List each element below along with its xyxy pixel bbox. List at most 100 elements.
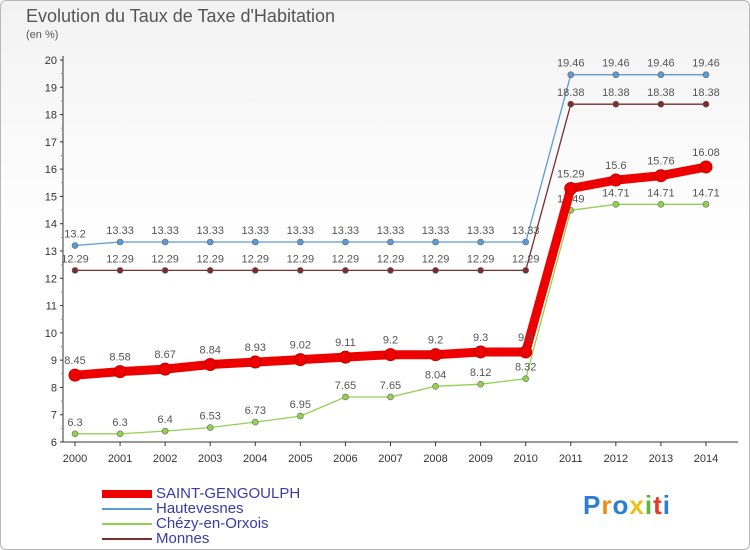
data-point (251, 418, 259, 426)
data-point (564, 182, 578, 196)
data-label: 16.08 (692, 147, 720, 159)
data-point (293, 353, 307, 367)
data-point (657, 201, 665, 208)
data-point (116, 430, 124, 438)
y-tick-label: 9 (51, 355, 57, 367)
data-label: 14.71 (647, 187, 675, 199)
data-label: 13.33 (287, 225, 315, 237)
legend-item-saint-gengoulph: SAINT-GENGOULPH (102, 486, 300, 501)
data-label: 13.33 (467, 225, 495, 237)
data-label: 19.46 (557, 58, 585, 70)
y-tick-label: 18 (45, 110, 57, 122)
y-tick-label: 8 (51, 382, 57, 394)
x-tick-label: 2000 (63, 453, 87, 465)
legend-swatch-saint-gengoulph (102, 489, 152, 498)
data-label: 12.29 (242, 253, 270, 265)
data-point (297, 238, 304, 246)
y-tick-label: 10 (45, 328, 57, 340)
legend-label-chezy-en-orxois: Chézy-en-Orxois (156, 515, 269, 532)
data-point (342, 393, 349, 401)
data-label: 12.29 (61, 253, 89, 265)
legend-item-hautevesnes: Hautevesnes (102, 501, 244, 516)
data-point (477, 267, 484, 274)
data-point (251, 267, 259, 274)
data-label: 8.45 (64, 355, 85, 367)
data-point (612, 71, 620, 79)
data-label: 8.93 (245, 342, 266, 354)
data-point (654, 169, 668, 183)
data-point (432, 267, 439, 274)
x-tick-label: 2013 (649, 453, 673, 465)
data-label: 8.67 (154, 349, 175, 361)
data-label: 9.02 (290, 340, 311, 352)
data-label: 15.29 (557, 169, 585, 181)
data-point (519, 345, 533, 359)
data-point (206, 424, 214, 431)
data-label: 9.11 (335, 337, 356, 349)
data-label: 9.3 (518, 332, 533, 344)
data-label: 12.29 (422, 253, 450, 265)
data-point (567, 100, 575, 108)
logo-letter: i (662, 490, 671, 520)
data-label: 9.2 (428, 335, 443, 347)
data-point (432, 383, 439, 390)
data-label: 19.46 (647, 58, 675, 70)
data-label: 13.33 (332, 225, 360, 237)
logo-letter: i (644, 490, 654, 520)
data-point (161, 427, 169, 435)
data-label: 13.33 (242, 225, 270, 237)
data-label: 6.3 (112, 417, 127, 429)
data-point (429, 348, 443, 362)
data-label: 18.38 (557, 87, 585, 99)
data-point (68, 368, 82, 382)
logo-letter: P (583, 490, 602, 520)
logo-letter: r (601, 490, 613, 520)
data-label: 15.76 (647, 156, 675, 168)
x-tick-label: 2012 (604, 453, 628, 465)
chart-title: Evolution du Taux de Taxe d'Habitation (26, 6, 335, 26)
logo-letter: o (612, 490, 630, 520)
x-tick-label: 2010 (513, 453, 537, 465)
data-label: 12.29 (512, 253, 540, 265)
data-label: 19.46 (602, 58, 630, 70)
data-point (657, 71, 665, 79)
data-point (432, 238, 439, 246)
data-label: 12.29 (287, 253, 315, 265)
data-label: 6.4 (157, 414, 172, 426)
legend-swatch-monnes (102, 537, 152, 540)
data-point (699, 160, 713, 174)
data-point (158, 362, 172, 376)
data-point (383, 348, 397, 362)
logo-letter: x (629, 490, 645, 520)
data-label: 18.38 (647, 87, 675, 99)
y-tick-label: 12 (45, 273, 57, 285)
data-point (251, 238, 259, 246)
data-label: 9.2 (383, 335, 398, 347)
data-label: 18.38 (692, 87, 720, 99)
data-label: 8.84 (199, 345, 220, 357)
y-tick-label: 13 (45, 246, 57, 258)
data-point (567, 71, 575, 79)
data-point (612, 100, 620, 108)
data-label: 12.29 (106, 253, 134, 265)
data-point (116, 238, 124, 246)
data-label: 13.2 (64, 229, 85, 241)
y-tick-label: 11 (46, 301, 57, 313)
y-tick-label: 19 (45, 82, 57, 94)
x-tick-label: 2003 (198, 453, 222, 465)
legend-item-monnes: Monnes (102, 531, 209, 546)
data-point (477, 238, 484, 246)
x-tick-label: 2009 (468, 453, 492, 465)
data-point (474, 345, 488, 359)
data-point (161, 267, 169, 274)
data-label: 12.29 (196, 253, 224, 265)
data-point (702, 71, 710, 79)
data-label: 6.95 (290, 399, 311, 411)
x-tick-label: 2008 (423, 453, 447, 465)
data-label: 18.38 (602, 87, 630, 99)
data-label: 9.3 (473, 332, 488, 344)
data-label: 7.65 (380, 380, 401, 392)
data-label: 13.33 (377, 225, 405, 237)
x-tick-label: 2004 (243, 453, 267, 465)
